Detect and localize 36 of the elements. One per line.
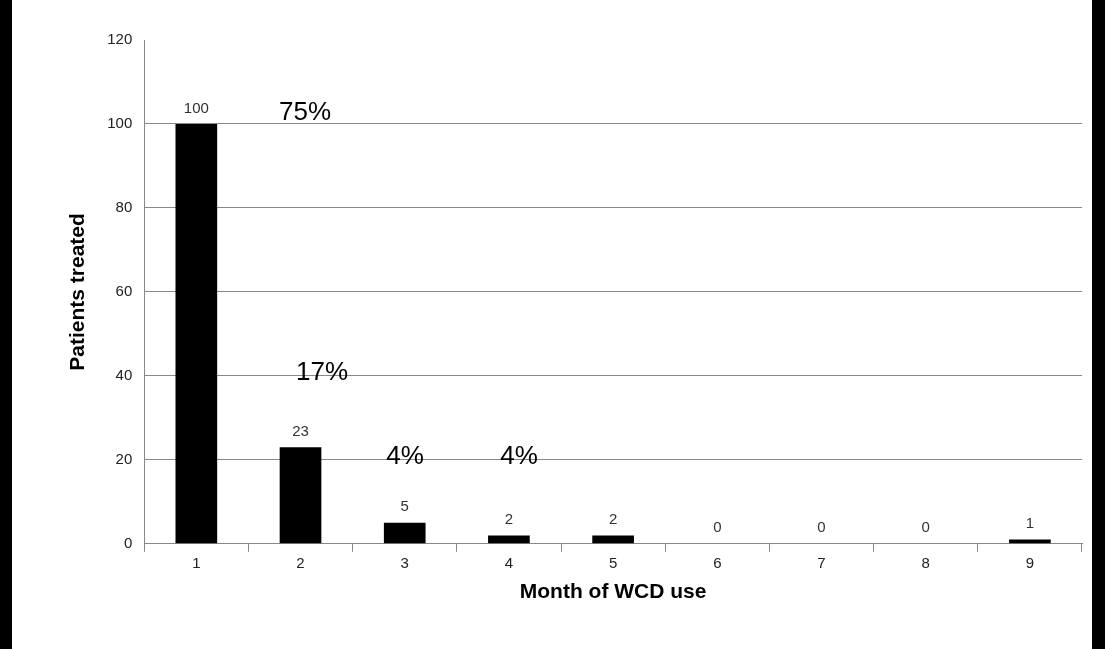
- x-tick-label: 7: [817, 553, 826, 571]
- y-tick-label: 80: [115, 198, 133, 216]
- x-tick-label: 4: [504, 553, 514, 571]
- x-tick-label: 9: [1025, 553, 1035, 571]
- x-axis-title: Month of WCD use: [519, 579, 707, 603]
- annotation: 4%: [500, 440, 538, 471]
- data-label: 1: [1025, 514, 1035, 532]
- bar: [279, 447, 322, 544]
- y-tick-label: 100: [107, 114, 133, 132]
- y-tick-label: 0: [123, 533, 133, 551]
- x-tick-label: 6: [713, 553, 722, 571]
- bar: [175, 123, 218, 544]
- annotation: 75%: [278, 96, 332, 127]
- x-tick-label: 8: [921, 553, 930, 571]
- data-label: 0: [817, 518, 826, 536]
- data-label: 5: [400, 497, 409, 515]
- annotation: 17%: [295, 356, 349, 387]
- y-tick-label: 120: [107, 30, 133, 48]
- y-tick-label: 20: [115, 449, 133, 467]
- y-tick-label: 60: [115, 282, 133, 300]
- x-tick-label: 3: [400, 553, 409, 571]
- data-label: 2: [504, 510, 514, 528]
- data-label: 0: [713, 518, 722, 536]
- y-tick-label: 40: [115, 366, 133, 384]
- data-label: 2: [608, 510, 618, 528]
- data-label: 23: [292, 421, 309, 439]
- bar: [592, 535, 634, 544]
- y-axis-title: Patients treated: [65, 213, 89, 371]
- x-tick-label: 5: [608, 553, 618, 571]
- data-label: 100: [183, 98, 209, 116]
- bar: [383, 522, 426, 544]
- x-tick-label: 2: [296, 553, 305, 571]
- bar: [488, 535, 530, 544]
- data-label: 0: [921, 518, 930, 536]
- x-tick-label: 1: [192, 553, 201, 571]
- annotation: 4%: [386, 440, 424, 471]
